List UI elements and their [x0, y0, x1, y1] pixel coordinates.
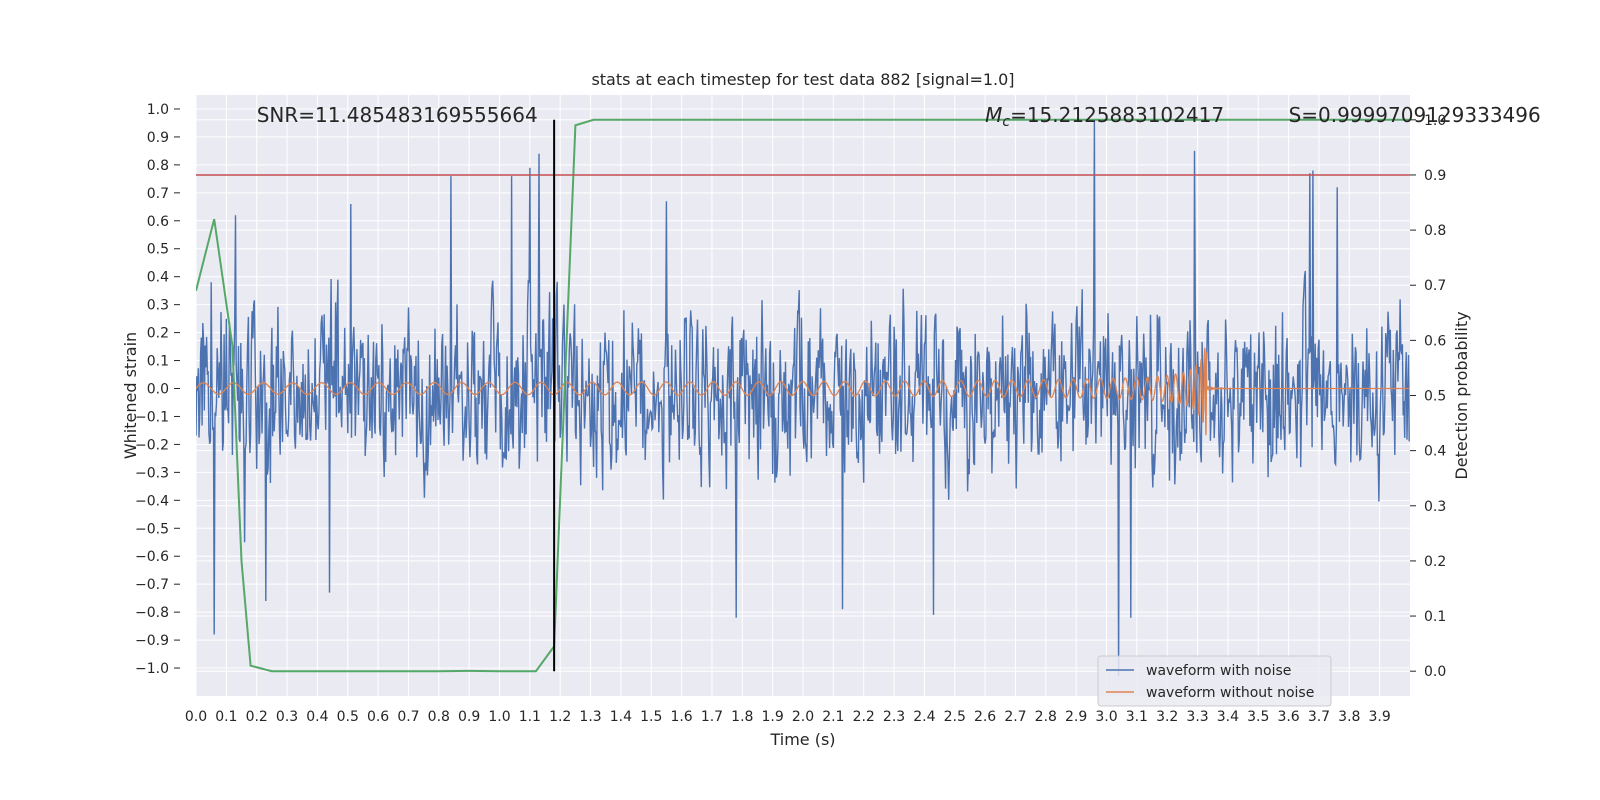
- y2-tick-label: 0.3: [1424, 499, 1446, 515]
- x-tick-label: 1.1: [519, 709, 541, 725]
- x-tick-label: 0.5: [337, 709, 359, 725]
- y-tick-label: −0.4: [135, 493, 169, 509]
- y-tick-label: −0.2: [135, 437, 169, 453]
- x-tick-label: 0.2: [246, 709, 268, 725]
- y-tick-label: 0.7: [147, 186, 169, 202]
- y-tick-label: 0.0: [147, 382, 169, 398]
- y-tick-label: 0.9: [147, 130, 169, 146]
- x-tick-label: 3.0: [1095, 709, 1117, 725]
- x-tick-label: 2.7: [1004, 709, 1026, 725]
- y-tick-label: −0.8: [135, 605, 169, 621]
- x-tick-label: 3.1: [1126, 709, 1148, 725]
- x-tick-label: 3.2: [1156, 709, 1178, 725]
- snr-annotation: SNR=11.485483169555664: [257, 103, 538, 127]
- x-tick-label: 1.6: [670, 709, 692, 725]
- x-tick-label: 1.4: [610, 709, 632, 725]
- series-waveform-without-noise: [196, 347, 1410, 436]
- series-detection-probability: [196, 118, 1410, 673]
- chirp-mass-value: =15.2125883102417: [1010, 103, 1224, 127]
- x-tick-label: 1.3: [579, 709, 601, 725]
- x-tick-label: 2.6: [974, 709, 996, 725]
- x-tick-label: 3.7: [1308, 709, 1330, 725]
- x-tick-label: 3.8: [1338, 709, 1360, 725]
- y-tick-label: 0.3: [147, 298, 169, 314]
- x-tick-label: 1.8: [731, 709, 753, 725]
- chart-title: stats at each timestep for test data 882…: [591, 70, 1014, 89]
- x-tick-label: 2.2: [853, 709, 875, 725]
- y-tick-label: 1.0: [147, 102, 169, 118]
- score-annotation: S=0.9999709129333496: [1289, 103, 1541, 127]
- x-tick-label: 0.6: [367, 709, 389, 725]
- x-tick-label: 0.4: [306, 709, 328, 725]
- x-tick-label: 2.1: [822, 709, 844, 725]
- y2-tick-label: 1.0: [1424, 113, 1446, 129]
- x-tick-label: 2.5: [944, 709, 966, 725]
- legend-box: [1097, 655, 1332, 707]
- x-tick-label: 1.7: [701, 709, 723, 725]
- tick-labels: 0.0 0.1 0.2 0.3 0.4 0.5 0.6 0.7 0.8 0.9 1.0 1.1 1.2 1…: [135, 102, 1446, 725]
- y-tick-label: −0.7: [135, 577, 169, 593]
- y-tick-label: 0.6: [147, 214, 169, 230]
- y2-tick-label: 0.8: [1424, 223, 1446, 239]
- x-tick-label: 3.4: [1217, 709, 1239, 725]
- x-tick-label: 0.0: [185, 709, 207, 725]
- y2-tick-label: 0.2: [1424, 554, 1446, 570]
- legend-entry-noise: waveform with noise: [1146, 663, 1291, 679]
- x-tick-label: 1.5: [640, 709, 662, 725]
- legend: waveform with noise waveform without noi…: [1097, 655, 1332, 707]
- x-tick-label: 2.8: [1035, 709, 1057, 725]
- y-tick-label: −0.1: [135, 409, 169, 425]
- y2-tick-label: 0.4: [1424, 444, 1446, 460]
- y2-tick-label: 0.9: [1424, 168, 1446, 184]
- x-tick-label: 0.3: [276, 709, 298, 725]
- y2-axis-label: Detection probability: [1452, 311, 1471, 479]
- y2-tick-label: 0.7: [1424, 278, 1446, 294]
- x-tick-label: 0.8: [428, 709, 450, 725]
- x-tick-label: 3.3: [1186, 709, 1208, 725]
- x-tick-label: 0.1: [215, 709, 237, 725]
- chirp-mass-annotation: Mc=15.2125883102417: [985, 103, 1224, 130]
- x-tick-label: 2.4: [913, 709, 935, 725]
- y2-tick-label: 0.6: [1424, 333, 1446, 349]
- y-tick-label: −0.5: [135, 521, 169, 537]
- y-tick-label: 0.1: [147, 354, 169, 370]
- x-tick-label: 0.9: [458, 709, 480, 725]
- y-tick-label: 0.2: [147, 326, 169, 342]
- x-tick-label: 3.9: [1369, 709, 1391, 725]
- y2-tick-label: 0.5: [1424, 389, 1446, 405]
- legend-entry-clean: waveform without noise: [1146, 685, 1314, 701]
- x-tick-label: 1.2: [549, 709, 571, 725]
- series-waveform-with-noise: [196, 120, 1410, 677]
- series-layer: [196, 118, 1410, 677]
- x-tick-label: 3.5: [1247, 709, 1269, 725]
- y2-tick-label: 0.0: [1424, 664, 1446, 680]
- y-tick-label: 0.5: [147, 242, 169, 258]
- x-tick-label: 1.0: [488, 709, 510, 725]
- chirp-mass-subscript: c: [1002, 114, 1010, 130]
- y-tick-label: 0.8: [147, 158, 169, 174]
- y-tick-label: −1.0: [135, 661, 169, 677]
- y-axis-label: Whitened strain: [121, 332, 140, 459]
- y-tick-label: −0.6: [135, 549, 169, 565]
- x-tick-label: 1.9: [762, 709, 784, 725]
- y2-tick-label: 0.1: [1424, 609, 1446, 625]
- x-tick-label: 0.7: [397, 709, 419, 725]
- x-tick-label: 2.9: [1065, 709, 1087, 725]
- y-tick-label: −0.3: [135, 465, 169, 481]
- y-tick-label: −0.9: [135, 633, 169, 649]
- chirp-mass-symbol: M: [985, 103, 1002, 127]
- x-tick-label: 3.6: [1277, 709, 1299, 725]
- x-axis-label: Time (s): [769, 730, 835, 749]
- y-tick-label: 0.4: [147, 270, 169, 286]
- x-tick-label: 2.3: [883, 709, 905, 725]
- x-tick-label: 2.0: [792, 709, 814, 725]
